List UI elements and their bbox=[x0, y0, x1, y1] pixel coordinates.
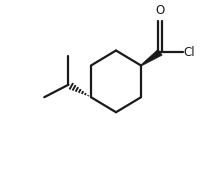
Text: Cl: Cl bbox=[184, 46, 195, 59]
Polygon shape bbox=[141, 49, 162, 66]
Text: O: O bbox=[156, 4, 165, 17]
